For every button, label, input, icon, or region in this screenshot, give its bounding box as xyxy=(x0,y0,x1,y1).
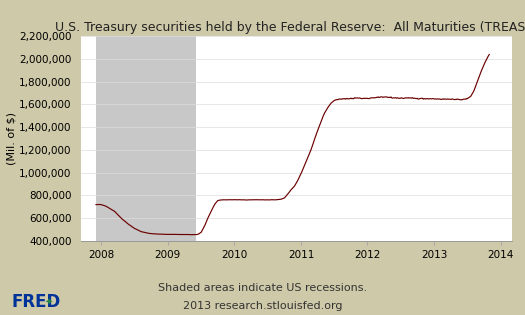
Text: ✦: ✦ xyxy=(45,297,52,307)
Text: Shaded areas indicate US recessions.: Shaded areas indicate US recessions. xyxy=(158,284,367,293)
Text: FRED: FRED xyxy=(12,293,61,312)
Text: 2013 research.stlouisfed.org: 2013 research.stlouisfed.org xyxy=(183,301,342,311)
Bar xyxy=(96,36,196,241)
Y-axis label: (Mil. of $): (Mil. of $) xyxy=(6,112,16,165)
Title: U.S. Treasury securities held by the Federal Reserve:  All Maturities (TREAST): U.S. Treasury securities held by the Fed… xyxy=(55,21,525,34)
